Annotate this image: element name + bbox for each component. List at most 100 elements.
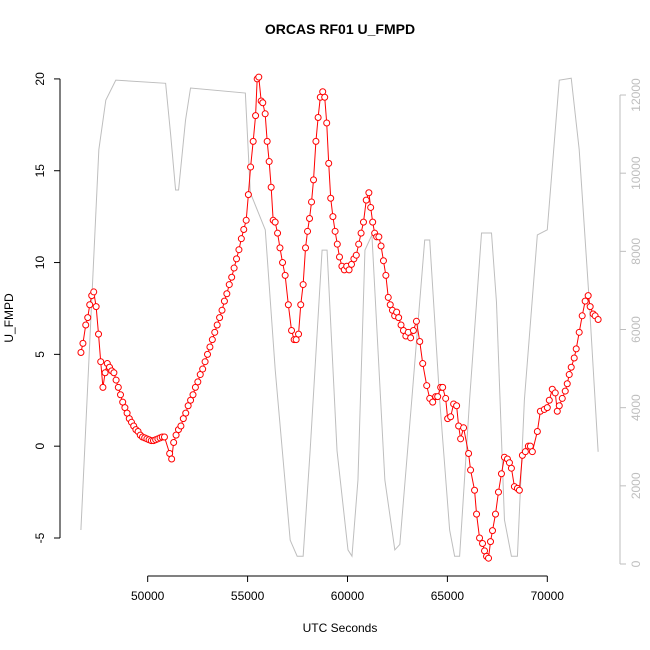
data-point <box>92 303 100 311</box>
data-point <box>395 314 403 322</box>
data-point <box>460 424 468 432</box>
data-point <box>281 271 289 279</box>
data-point <box>117 391 125 399</box>
data-point <box>297 301 305 309</box>
data-point <box>384 293 392 301</box>
data-point <box>488 527 496 535</box>
data-point <box>457 435 465 443</box>
data-point <box>375 233 383 241</box>
data-point <box>473 510 481 518</box>
data-point <box>487 538 495 546</box>
y2-tick-label: 6000 <box>629 316 643 343</box>
data-point <box>230 264 238 272</box>
chart-title: ORCAS RF01 U_FMPD <box>265 21 415 37</box>
data-point <box>284 301 292 309</box>
data-point <box>218 306 226 314</box>
data-point <box>423 382 431 390</box>
data-point <box>84 314 92 322</box>
y-tick-label: 10 <box>33 256 47 270</box>
data-point <box>355 240 363 248</box>
y-tick-label: 5 <box>33 351 47 358</box>
y2-tick-label: 8000 <box>629 238 643 265</box>
data-point <box>515 486 523 494</box>
data-point <box>379 257 387 265</box>
data-point <box>223 290 231 298</box>
data-point <box>369 218 377 226</box>
data-point <box>204 350 212 358</box>
data-point <box>259 99 267 107</box>
data-point <box>570 354 578 362</box>
y-axis-label: U_FMPD <box>2 293 16 343</box>
data-point <box>288 326 296 334</box>
data-point <box>101 369 109 377</box>
data-point <box>208 336 216 344</box>
data-point <box>327 194 335 202</box>
data-point <box>497 470 505 478</box>
data-point <box>551 389 559 397</box>
data-point <box>323 119 331 127</box>
data-point <box>82 321 90 329</box>
data-point <box>160 433 168 441</box>
series-line <box>80 77 599 558</box>
y2-tick-label: 2000 <box>629 472 643 499</box>
data-point <box>242 216 250 224</box>
data-point <box>99 383 107 391</box>
data-point <box>416 338 424 346</box>
data-point <box>543 404 551 412</box>
data-point <box>90 288 98 296</box>
data-point <box>572 345 580 353</box>
data-point <box>310 176 318 184</box>
data-point <box>453 402 461 410</box>
data-point <box>114 383 122 391</box>
data-point <box>263 137 271 145</box>
data-point <box>336 253 344 261</box>
data-point <box>261 110 269 118</box>
data-point <box>362 196 370 204</box>
data-point <box>308 198 316 206</box>
data-point <box>533 427 541 435</box>
data-point <box>419 360 427 368</box>
data-point <box>201 358 209 366</box>
data-point <box>206 343 214 351</box>
data-point <box>352 251 360 259</box>
data-point <box>225 281 233 289</box>
data-point <box>211 328 219 336</box>
data-point <box>325 159 333 167</box>
data-point <box>271 218 279 226</box>
data-point <box>409 326 417 334</box>
data-point <box>521 448 529 456</box>
data-point <box>86 301 94 309</box>
data-point <box>247 163 255 171</box>
data-point <box>565 371 573 379</box>
data-point <box>177 422 185 430</box>
data-point <box>494 488 502 496</box>
data-point <box>110 369 118 377</box>
y2-tick-label: 10000 <box>629 156 643 190</box>
data-point <box>578 312 586 320</box>
data-point <box>584 292 592 300</box>
data-point <box>249 137 257 145</box>
data-point <box>235 246 243 254</box>
data-point <box>237 235 245 243</box>
data-point <box>382 271 390 279</box>
data-point <box>594 315 602 323</box>
x-axis-label: UTC Seconds <box>303 621 378 635</box>
data-point <box>359 218 367 226</box>
data-point <box>240 225 248 233</box>
y-tick-label: -5 <box>33 532 47 543</box>
data-point <box>274 229 282 237</box>
data-point <box>244 191 252 199</box>
data-point <box>465 450 473 458</box>
data-point <box>306 214 314 222</box>
data-point <box>216 314 224 322</box>
data-point <box>170 439 178 447</box>
data-point <box>412 317 420 325</box>
data-point <box>561 387 569 395</box>
data-point <box>295 330 303 338</box>
y2-tick-label: 12000 <box>629 78 643 112</box>
data-point <box>439 383 447 391</box>
data-point <box>302 244 310 252</box>
data-point <box>479 539 487 547</box>
